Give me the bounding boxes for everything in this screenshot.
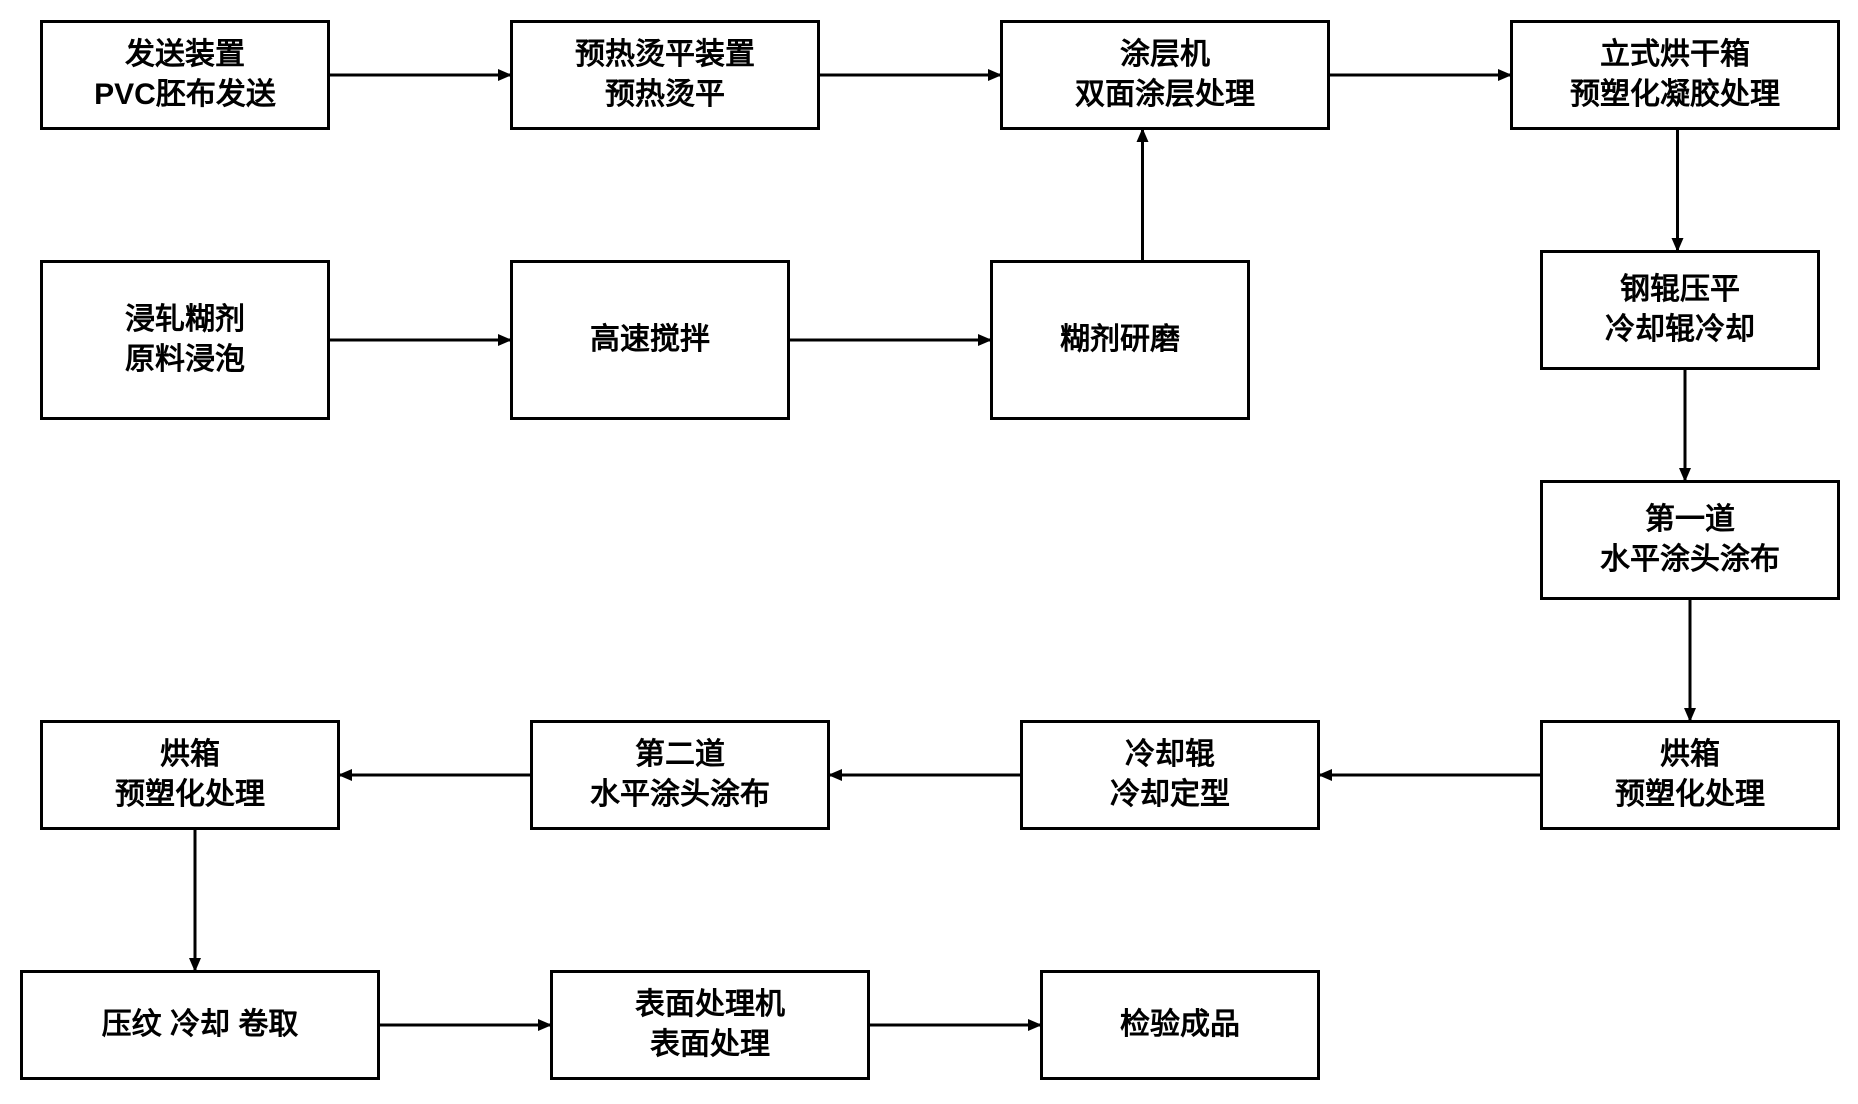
flowchart-node-n2: 预热烫平装置预热烫平 xyxy=(510,20,820,130)
flowchart-node-n11: 冷却辊冷却定型 xyxy=(1020,720,1320,830)
node-line2: 冷却辊冷却 xyxy=(1605,310,1755,351)
flowchart-node-n7: 糊剂研磨 xyxy=(990,260,1250,420)
flowchart-node-n8: 钢辊压平冷却辊冷却 xyxy=(1540,250,1820,370)
node-line2: 原料浸泡 xyxy=(125,340,245,381)
flowchart-node-n16: 检验成品 xyxy=(1040,970,1320,1080)
flowchart-node-n13: 烘箱预塑化处理 xyxy=(40,720,340,830)
node-line2: 预塑化处理 xyxy=(1615,775,1765,816)
node-line1: 高速搅拌 xyxy=(590,320,710,361)
flowchart-node-n1: 发送装置PVC胚布发送 xyxy=(40,20,330,130)
flowchart-node-n4: 立式烘干箱预塑化凝胶处理 xyxy=(1510,20,1840,130)
node-line1: 压纹 冷却 卷取 xyxy=(102,1005,299,1046)
flowchart-node-n12: 第二道水平涂头涂布 xyxy=(530,720,830,830)
node-line2: 水平涂头涂布 xyxy=(590,775,770,816)
node-line2: 预塑化处理 xyxy=(115,775,265,816)
flowchart-node-n3: 涂层机双面涂层处理 xyxy=(1000,20,1330,130)
node-line1: 检验成品 xyxy=(1120,1005,1240,1046)
node-line1: 发送装置 xyxy=(125,35,245,76)
node-line2: 双面涂层处理 xyxy=(1075,75,1255,116)
node-line1: 第一道 xyxy=(1645,500,1735,541)
flowchart-node-n6: 高速搅拌 xyxy=(510,260,790,420)
flowchart-node-n14: 压纹 冷却 卷取 xyxy=(20,970,380,1080)
node-line1: 钢辊压平 xyxy=(1620,270,1740,311)
node-line1: 烘箱 xyxy=(1660,735,1720,776)
node-line1: 烘箱 xyxy=(160,735,220,776)
node-line1: 预热烫平装置 xyxy=(575,35,755,76)
node-line2: 预热烫平 xyxy=(605,75,725,116)
node-line2: 预塑化凝胶处理 xyxy=(1570,75,1780,116)
node-line1: 冷却辊 xyxy=(1125,735,1215,776)
flowchart-node-n9: 第一道水平涂头涂布 xyxy=(1540,480,1840,600)
node-line1: 浸轧糊剂 xyxy=(125,300,245,341)
node-line1: 表面处理机 xyxy=(635,985,785,1026)
node-line1: 涂层机 xyxy=(1120,35,1210,76)
node-line1: 第二道 xyxy=(635,735,725,776)
node-line2: PVC胚布发送 xyxy=(94,75,276,116)
node-line2: 冷却定型 xyxy=(1110,775,1230,816)
flowchart-node-n5: 浸轧糊剂原料浸泡 xyxy=(40,260,330,420)
node-line1: 立式烘干箱 xyxy=(1600,35,1750,76)
node-line2: 表面处理 xyxy=(650,1025,770,1066)
node-line1: 糊剂研磨 xyxy=(1060,320,1180,361)
flowchart-node-n15: 表面处理机表面处理 xyxy=(550,970,870,1080)
flowchart-node-n10: 烘箱预塑化处理 xyxy=(1540,720,1840,830)
node-line2: 水平涂头涂布 xyxy=(1600,540,1780,581)
